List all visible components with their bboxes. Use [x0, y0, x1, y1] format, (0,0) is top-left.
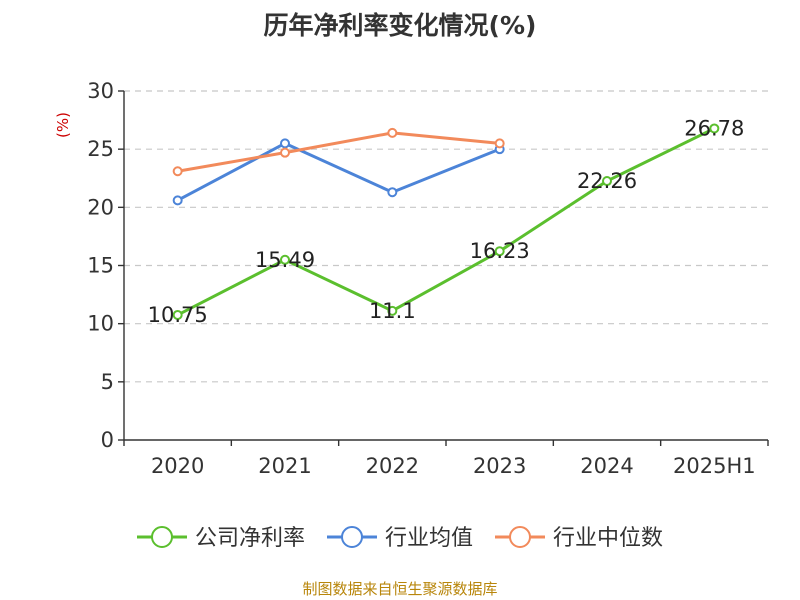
legend-label: 行业中位数 — [553, 526, 663, 551]
x-tick-label: 2025H1 — [673, 454, 756, 478]
legend-circle-icon — [341, 526, 363, 548]
legend-circle-icon — [509, 526, 531, 548]
axes: 0 5 10 15 20 25 30 2020 2021 2022 2023 2024 2025H1 — [87, 79, 769, 478]
legend-circle-icon — [151, 526, 173, 548]
x-tick-label: 2020 — [151, 454, 204, 478]
series-2 — [172, 127, 505, 177]
series-line — [176, 127, 715, 317]
data-point[interactable] — [387, 305, 398, 316]
x-tick-label: 2024 — [580, 454, 633, 478]
data-point[interactable] — [280, 147, 290, 158]
y-tick-label: 0 — [101, 428, 114, 452]
x-tick-label: 2023 — [473, 454, 526, 478]
data-point[interactable] — [602, 176, 612, 187]
x-tick-label: 2021 — [258, 454, 311, 478]
y-tick-label: 10 — [87, 312, 114, 336]
x-tick-label: 2022 — [366, 454, 419, 478]
data-label: 22.26 — [577, 169, 637, 193]
data-point[interactable] — [172, 195, 183, 206]
grid-lines — [124, 90, 768, 383]
y-tick-label: 20 — [87, 195, 114, 219]
y-tick-label: 15 — [87, 254, 114, 278]
data-label: 11.1 — [369, 299, 416, 323]
data-point[interactable] — [280, 254, 290, 265]
legend-label: 公司净利率 — [195, 526, 305, 551]
data-point[interactable] — [280, 138, 290, 149]
legend-item-1[interactable]: 行业均值 — [327, 526, 473, 551]
y-tick-label: 30 — [87, 79, 114, 103]
legend-label: 行业均值 — [385, 526, 473, 551]
data-point[interactable] — [172, 166, 183, 177]
data-point[interactable] — [387, 187, 398, 198]
source-note: 制图数据来自恒生聚源数据库 — [302, 580, 497, 598]
y-tick-label: 25 — [87, 137, 114, 161]
data-point[interactable] — [387, 127, 398, 138]
data-point[interactable] — [172, 309, 183, 320]
series-0 — [172, 123, 720, 320]
data-label: 16.23 — [470, 239, 530, 263]
data-label: 10.75 — [148, 303, 208, 327]
data-point[interactable] — [494, 138, 505, 149]
data-label: 15.49 — [255, 248, 315, 272]
data-labels: 10.75 15.49 11.1 16.23 22.26 26.78 — [148, 116, 745, 326]
series-line — [176, 141, 501, 202]
legend[interactable]: 公司净利率 行业均值 行业中位数 — [137, 526, 663, 551]
y-axis-unit: (%) — [54, 112, 72, 138]
series-lines — [172, 123, 720, 320]
series-line — [177, 131, 500, 173]
data-point[interactable] — [494, 246, 505, 257]
legend-item-2[interactable]: 行业中位数 — [495, 526, 663, 551]
chart-title: 历年净利率变化情况(%) — [264, 11, 537, 40]
data-point[interactable] — [709, 123, 720, 134]
data-label: 26.78 — [684, 116, 744, 140]
y-tick-label: 5 — [101, 370, 114, 394]
legend-item-0[interactable]: 公司净利率 — [137, 526, 305, 551]
